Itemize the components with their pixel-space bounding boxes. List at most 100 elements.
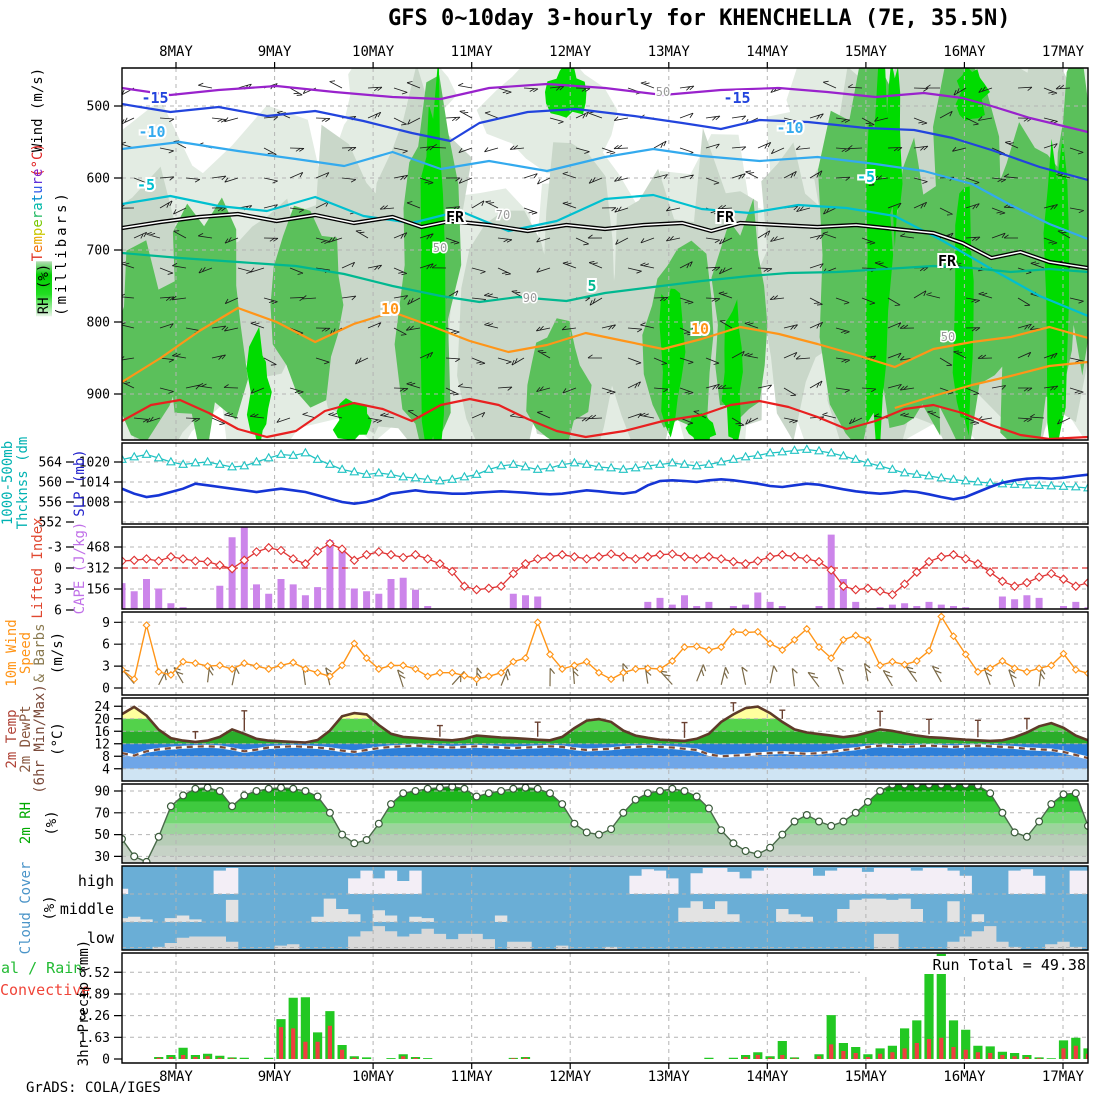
cloud-row-high-label: high xyxy=(77,872,114,890)
svg-text:6: 6 xyxy=(54,604,62,619)
run-total-value: Run Total = 49.38 xyxy=(860,956,1086,974)
svg-text:50: 50 xyxy=(433,241,447,255)
svg-text:3: 3 xyxy=(54,583,62,598)
svg-text:800: 800 xyxy=(87,316,110,331)
precip-total-label: tal / Rain xyxy=(0,959,83,977)
svg-text:560: 560 xyxy=(39,476,62,491)
rh2m-unit-label: (%) xyxy=(44,810,60,836)
svg-text:0: 0 xyxy=(54,562,62,577)
temperature-axis-label: Temperature xyxy=(30,168,46,262)
thickness-axis-label-2: Thcknss (dm xyxy=(15,436,31,530)
svg-text:-15: -15 xyxy=(141,89,168,107)
svg-text:-10: -10 xyxy=(776,119,803,137)
cloud-row-middle-label: middle xyxy=(59,900,114,918)
svg-text:FR: FR xyxy=(446,208,465,226)
svg-text:90: 90 xyxy=(94,785,110,800)
svg-text:15MAY: 15MAY xyxy=(845,44,888,60)
svg-text:9MAY: 9MAY xyxy=(258,44,292,60)
svg-text:468: 468 xyxy=(87,541,110,556)
millibars-axis-label: (millibars) xyxy=(54,190,70,316)
svg-text:13MAY: 13MAY xyxy=(648,1069,691,1085)
svg-text:9: 9 xyxy=(102,616,110,631)
svg-text:11MAY: 11MAY xyxy=(451,44,494,60)
svg-text:1014: 1014 xyxy=(79,475,110,490)
svg-text:12MAY: 12MAY xyxy=(549,1069,592,1085)
svg-text:0: 0 xyxy=(102,682,110,697)
svg-text:24: 24 xyxy=(94,700,110,715)
svg-text:156: 156 xyxy=(87,583,110,598)
svg-text:20: 20 xyxy=(94,712,110,727)
svg-text:1.63: 1.63 xyxy=(79,1031,110,1046)
svg-text:17MAY: 17MAY xyxy=(1042,44,1085,60)
svg-text:600: 600 xyxy=(87,172,110,187)
svg-text:500: 500 xyxy=(87,100,110,115)
svg-text:10MAY: 10MAY xyxy=(352,44,395,60)
svg-text:5: 5 xyxy=(587,277,596,295)
svg-text:1008: 1008 xyxy=(79,495,110,510)
lifted-index-axis-label: Lifted Index xyxy=(30,517,46,619)
svg-text:90: 90 xyxy=(523,291,537,305)
svg-text:16: 16 xyxy=(94,725,110,740)
rh-axis-label: RH (%) xyxy=(36,261,52,317)
svg-text:0: 0 xyxy=(102,1053,110,1068)
svg-text:3: 3 xyxy=(102,660,110,675)
svg-text:556: 556 xyxy=(39,496,62,511)
svg-text:9MAY: 9MAY xyxy=(258,1069,292,1085)
cape-axis-label: CAPE (J/kg) xyxy=(72,521,88,615)
page-title: GFS 0~10day 3-hourly for KHENCHELLA (7E,… xyxy=(388,6,1011,31)
svg-text:6.52: 6.52 xyxy=(79,966,110,981)
svg-text:50: 50 xyxy=(94,828,110,843)
svg-text:8MAY: 8MAY xyxy=(159,44,193,60)
t2m-unit-label: (°C) xyxy=(50,722,66,756)
svg-text:11MAY: 11MAY xyxy=(451,1069,494,1085)
wind10m-axis-label-3: & Barbs xyxy=(32,623,48,683)
svg-text:30: 30 xyxy=(94,850,110,865)
svg-text:50: 50 xyxy=(656,85,670,99)
svg-text:12MAY: 12MAY xyxy=(549,44,592,60)
svg-text:564: 564 xyxy=(39,456,63,471)
svg-text:-5: -5 xyxy=(137,176,155,194)
svg-text:15MAY: 15MAY xyxy=(845,1069,888,1085)
svg-text:10: 10 xyxy=(381,300,399,318)
precip-axis-label: 3hr Precip (mm) xyxy=(76,939,92,1067)
svg-text:-3: -3 xyxy=(46,541,62,556)
svg-text:12: 12 xyxy=(94,737,110,752)
svg-text:-5: -5 xyxy=(857,168,875,186)
wind-axis-label: Wind (m/s) xyxy=(30,67,46,153)
svg-text:10MAY: 10MAY xyxy=(352,1069,395,1085)
svg-text:552: 552 xyxy=(39,516,62,531)
svg-text:70: 70 xyxy=(496,208,510,222)
svg-text:17MAY: 17MAY xyxy=(1042,1069,1085,1085)
svg-text:16MAY: 16MAY xyxy=(943,1069,986,1085)
slp-axis-label: SLP (mb) xyxy=(72,449,88,517)
svg-text:13MAY: 13MAY xyxy=(648,44,691,60)
svg-text:8: 8 xyxy=(102,750,110,765)
svg-text:-10: -10 xyxy=(138,123,165,141)
wind10m-unit-label: (m/s) xyxy=(50,631,66,675)
svg-text:4.89: 4.89 xyxy=(79,987,110,1002)
svg-text:70: 70 xyxy=(94,806,110,821)
svg-text:14MAY: 14MAY xyxy=(746,44,789,60)
svg-text:-15: -15 xyxy=(723,89,750,107)
svg-text:6: 6 xyxy=(102,638,110,653)
thickness-axis-label-1: 1000-500mb xyxy=(0,440,16,526)
svg-text:700: 700 xyxy=(87,244,110,259)
svg-text:900: 900 xyxy=(87,388,110,403)
svg-text:1020: 1020 xyxy=(79,456,110,471)
rh2m-axis-label: 2m RH xyxy=(18,801,34,845)
svg-text:8MAY: 8MAY xyxy=(159,1069,193,1085)
minmax-axis-label: (6hr Min/Max) xyxy=(32,684,48,794)
svg-text:3.26: 3.26 xyxy=(79,1009,110,1024)
svg-text:FR: FR xyxy=(938,252,957,270)
cloud-row-low-label: low xyxy=(86,929,114,947)
svg-text:16MAY: 16MAY xyxy=(943,44,986,60)
svg-text:FR: FR xyxy=(716,208,735,226)
svg-text:10: 10 xyxy=(691,320,709,338)
svg-text:312: 312 xyxy=(87,562,110,577)
svg-text:50: 50 xyxy=(941,330,955,344)
svg-text:4: 4 xyxy=(102,762,110,777)
svg-text:14MAY: 14MAY xyxy=(746,1069,789,1085)
precip-convective-label: Convective xyxy=(0,981,91,999)
